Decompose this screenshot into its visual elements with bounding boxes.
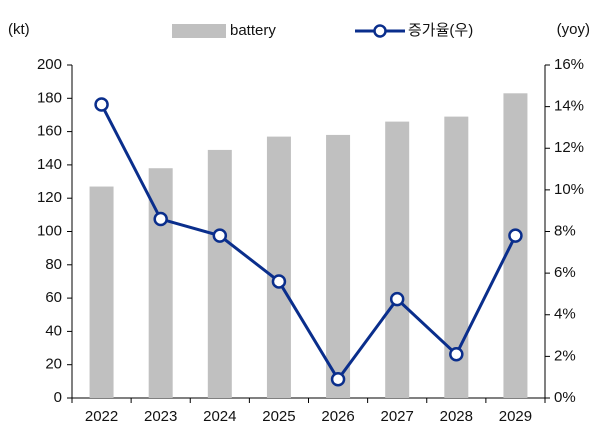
x-tick-label: 2028 (440, 408, 473, 425)
y2-tick-label: 12% (554, 139, 584, 156)
y-tick-label: 100 (37, 222, 62, 239)
line-marker (94, 97, 109, 112)
line-marker (389, 291, 405, 307)
y-tick-label: 80 (45, 256, 62, 273)
x-tick-label: 2027 (381, 408, 414, 425)
y-tick-label: 40 (45, 322, 62, 339)
y-tick-label: 160 (37, 123, 62, 140)
line-marker (508, 228, 523, 243)
bar (326, 134, 351, 398)
y2-tick-label: 8% (554, 222, 576, 239)
y2-tick-label: 14% (554, 98, 584, 115)
line-marker (449, 347, 464, 362)
legend-marker (373, 24, 387, 38)
y-tick-label: 140 (37, 156, 62, 173)
y-tick-label: 120 (37, 189, 62, 206)
y-tick-label: 60 (45, 289, 62, 306)
x-tick-label: 2026 (321, 408, 354, 425)
x-tick-label: 2022 (85, 408, 118, 425)
bar (207, 149, 232, 398)
bar (89, 186, 114, 398)
bar (503, 93, 528, 399)
line-marker (330, 372, 346, 387)
line (100, 103, 517, 382)
legend-label: battery (230, 22, 276, 39)
y2-axis-label: (yoy) (557, 21, 590, 38)
line-marker (212, 228, 228, 243)
line-marker (153, 211, 168, 227)
x-tick-label: 2029 (499, 408, 532, 425)
legend-swatch (172, 24, 226, 38)
y2-tick-label: 16% (554, 56, 584, 73)
y2-tick-label: 10% (554, 181, 584, 198)
x-tick-label: 2025 (262, 408, 295, 425)
y-tick-label: 20 (45, 356, 62, 373)
x-tick-label: 2024 (203, 408, 236, 425)
y2-tick-label: 2% (554, 347, 576, 364)
x-tick-label: 2023 (144, 408, 177, 425)
y2-tick-label: 4% (554, 306, 576, 323)
line-marker (271, 274, 287, 289)
y2-tick-label: 0% (554, 389, 576, 406)
y-tick-label: 200 (37, 56, 62, 73)
y2-tick-label: 6% (554, 264, 576, 281)
y-tick-label: 180 (37, 89, 62, 106)
legend-label: 증가율(우) (408, 22, 473, 39)
y-tick-label: 0 (54, 389, 62, 406)
y-axis-label: (kt) (8, 21, 30, 38)
bar (385, 121, 410, 399)
bar (266, 136, 291, 398)
